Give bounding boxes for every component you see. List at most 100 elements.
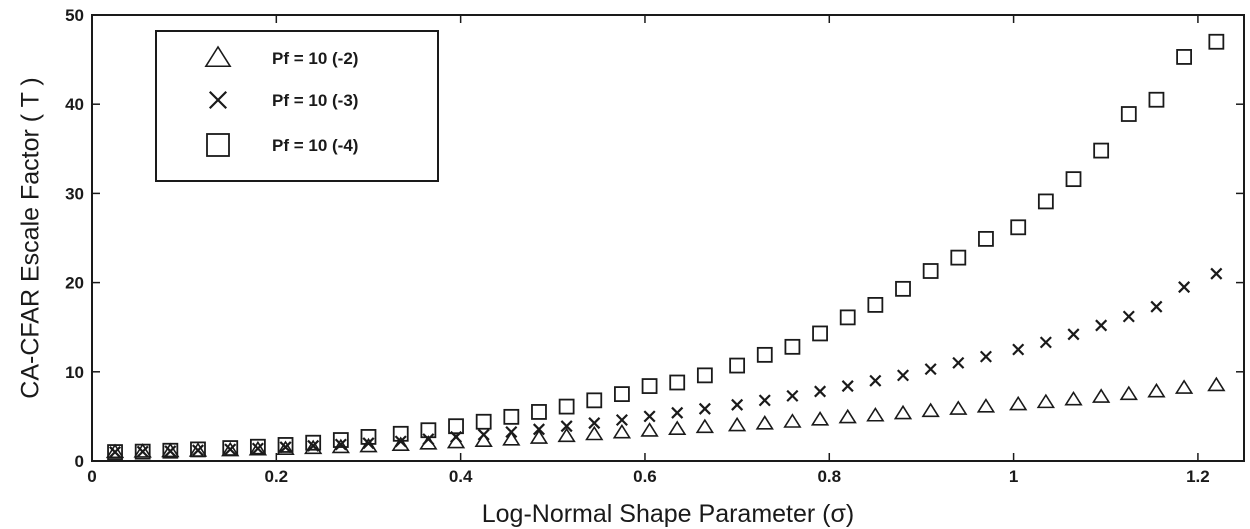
triangle-point [838,408,857,424]
square-point [448,418,464,435]
x-point [164,445,177,458]
square-point [1037,193,1054,210]
triangle-point [949,400,968,415]
data-points [105,33,1226,460]
y-tick-label: 50 [65,6,84,25]
square-point [756,346,773,363]
square-point [812,325,828,342]
x-point [251,442,264,455]
triangle-point [976,398,996,413]
y-tick-label: 0 [75,452,84,471]
y-tick-label: 10 [65,363,84,382]
triangle-point [866,407,885,422]
square-point [669,374,686,391]
x-tick-label: 0 [87,467,96,486]
y-tick-label: 30 [65,184,84,203]
x-point [1150,300,1163,313]
x-point [1095,319,1108,332]
x-axis-label: Log-Normal Shape Parameter (σ) [482,500,855,528]
x-point [924,363,937,376]
x-point [615,413,628,426]
square-point [249,438,266,455]
square-point [641,378,658,394]
square-point [360,429,377,445]
x-point [1178,281,1191,294]
legend-item: Pf = 10 (-3) [208,90,358,110]
x-point [758,394,771,407]
triangle-point [276,440,295,456]
x-point [814,385,827,398]
x-point [136,445,149,458]
square-point [107,444,123,460]
series-square [107,33,1225,460]
triangle-point [695,418,715,434]
legend-square-marker [206,133,230,157]
triangle-point [359,437,378,453]
square-point [586,392,603,409]
x-point [532,423,546,436]
triangle-point [105,443,125,459]
x-point [560,420,573,433]
square-point [922,263,939,279]
square-point [867,296,884,313]
triangle-point [1064,390,1083,406]
x-tick-labels: 0 0.2 0.4 0.6 0.8 1 1.2 [87,467,1209,486]
legend-label: Pf = 10 (-4) [272,136,358,155]
legend-box [155,30,439,182]
plot-frame [91,14,1245,462]
legend: Pf = 10 (-2) Pf = 10 (-3) Pf = 10 (-4) [155,30,439,182]
x-point [422,433,435,446]
x-point [731,398,744,411]
x-tick-label: 0.6 [633,467,657,486]
x-point [841,380,854,393]
square-point [729,357,746,374]
y-tick-labels: 0 10 20 30 40 50 [65,6,84,471]
x-point [869,374,882,387]
square-point [558,398,575,415]
square-point [222,440,239,456]
x-tick-label: 0.4 [449,467,473,486]
triangle-point [248,440,268,456]
triangle-point [391,436,410,451]
x-point [279,441,292,454]
x-point [505,425,518,439]
triangle-point [529,429,549,444]
x-tick-label: 0.2 [264,467,288,486]
legend-item: Pf = 10 (-4) [206,133,358,157]
square-point [332,432,349,448]
square-point [134,443,151,460]
x-point [698,402,711,415]
triangle-point [1092,388,1111,403]
square-point [839,309,856,326]
square-point [1208,33,1225,50]
triangle-point [893,404,913,420]
x-tick-label: 0.8 [817,467,841,486]
x-point [477,428,490,441]
square-point [305,434,322,451]
x-point [643,410,656,423]
x-point [1039,336,1052,349]
triangle-point [585,425,604,441]
x-point [979,350,992,363]
legend-x-marker [208,90,228,110]
square-point [1093,142,1110,159]
x-point [334,438,347,451]
x-point [109,446,122,459]
triangle-point [612,423,632,439]
legend-label: Pf = 10 (-3) [272,91,358,110]
triangle-point [810,411,830,426]
triangle-point [727,416,747,432]
x-point [1067,328,1080,341]
triangle-point [783,413,802,428]
square-point [784,338,801,355]
x-point [191,444,205,457]
legend-triangle-marker [204,45,232,68]
y-tick-label: 20 [65,274,84,293]
square-point [1120,106,1137,122]
square-point [978,230,994,247]
square-point [1148,91,1165,108]
legend-label: Pf = 10 (-2) [272,49,358,68]
x-point [1122,310,1135,323]
x-point [671,406,684,419]
x-tick-label: 1.2 [1186,467,1210,486]
